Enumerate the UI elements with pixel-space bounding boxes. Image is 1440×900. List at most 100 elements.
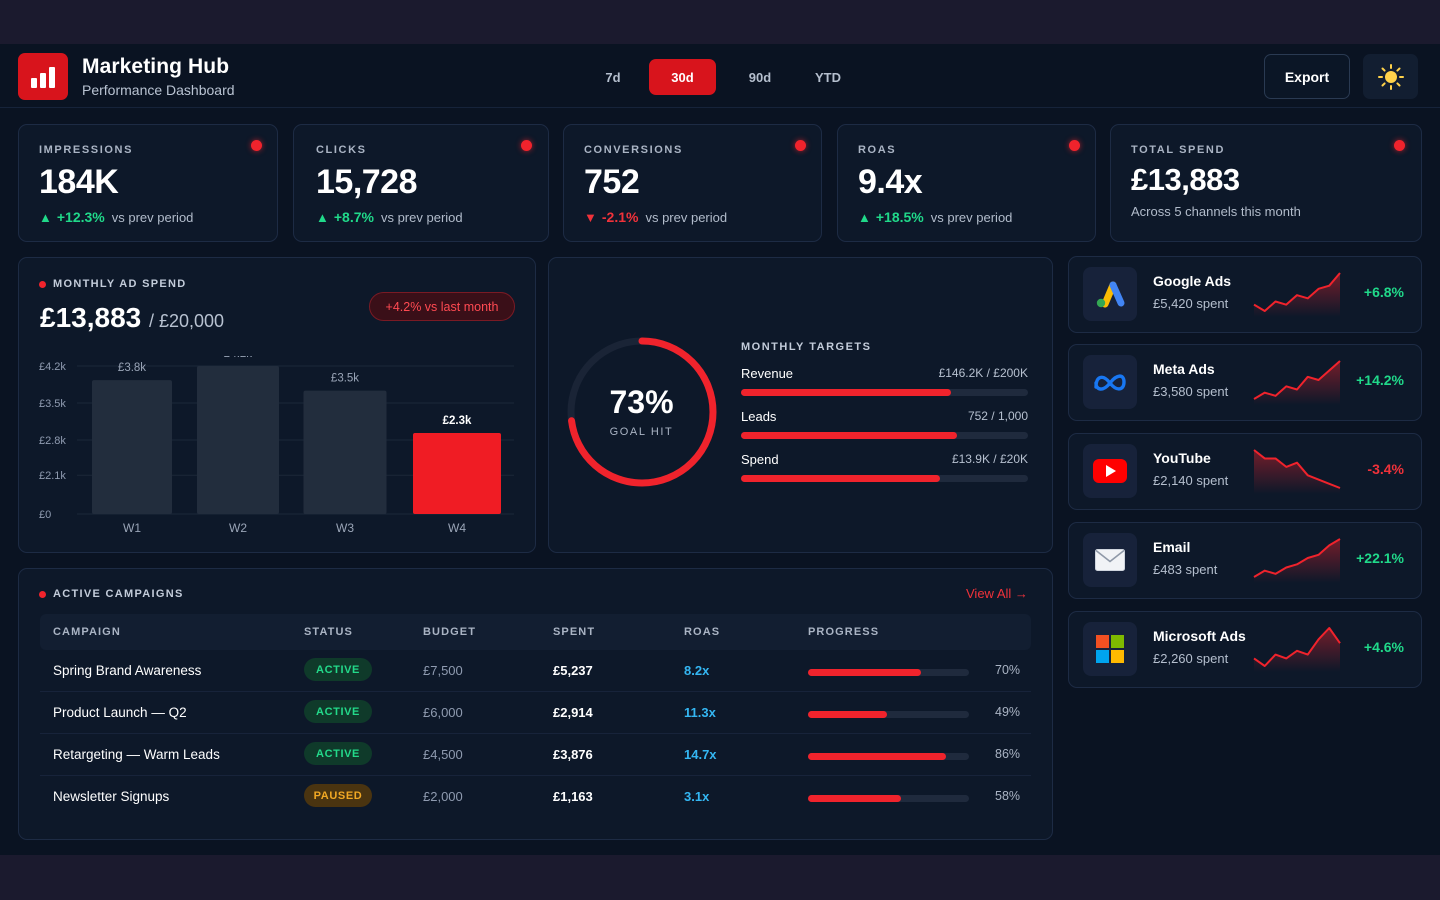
channel-card-google-ads[interactable]: Google Ads £5,420 spent +6.8% — [1068, 256, 1422, 333]
target-progress-fill — [741, 389, 951, 396]
channel-card-email[interactable]: Email £483 spent +22.1% — [1068, 522, 1422, 599]
channel-card-meta-ads[interactable]: Meta Ads £3,580 spent +14.2% — [1068, 344, 1422, 421]
table-row[interactable]: Spring Brand Awareness ACTIVE £7,500 £5,… — [40, 650, 1031, 692]
campaign-progress-fill — [808, 711, 887, 718]
channel-name: YouTube — [1153, 450, 1211, 466]
theme-toggle-button[interactable] — [1363, 54, 1418, 99]
view-all-link[interactable]: View All → — [966, 586, 1028, 601]
target-name: Revenue — [741, 366, 794, 381]
status-badge: ACTIVE — [304, 658, 372, 681]
bar-value-label: £3.5k — [331, 373, 359, 385]
campaign-budget: £2,000 — [423, 789, 463, 804]
kpi-label: CLICKS — [316, 144, 367, 156]
bar-value-label: £2.3k — [443, 415, 472, 427]
period-ytd[interactable]: YTD — [815, 69, 841, 85]
target-progress-bar — [741, 475, 1028, 482]
goal-label: GOAL HIT — [609, 426, 674, 438]
campaign-roas: 8.2x — [684, 663, 710, 678]
sparkline-area — [1254, 539, 1340, 583]
y-tick-label: £2.8k — [39, 435, 66, 447]
status-dot — [251, 140, 262, 151]
column-header[interactable]: SPENT — [553, 626, 596, 638]
target-value: 752 / 1,000 — [967, 409, 1028, 423]
mail-icon — [1083, 533, 1137, 587]
channel-delta: -3.4% — [1367, 461, 1404, 477]
export-button[interactable]: Export — [1264, 54, 1350, 99]
channel-name: Microsoft Ads — [1153, 628, 1246, 644]
campaign-progress-percent: 70% — [995, 663, 1021, 677]
channel-spent: £3,580 spent — [1153, 384, 1229, 399]
target-progress-fill — [741, 432, 957, 439]
campaign-progress-fill — [808, 669, 921, 676]
campaign-progress-bar — [808, 669, 969, 676]
sparkline-area — [1254, 361, 1340, 405]
period-7d[interactable]: 7d — [605, 69, 621, 85]
campaign-progress-fill — [808, 753, 947, 760]
period-30d[interactable]: 30d — [649, 59, 716, 95]
channel-delta: +4.6% — [1363, 639, 1404, 655]
kpi-card-conversions[interactable]: CONVERSIONS 752 ▼ -2.1% vs prev period — [563, 124, 822, 242]
status-dot — [795, 140, 806, 151]
campaign-roas: 3.1x — [684, 789, 710, 804]
target-progress-bar — [741, 389, 1028, 396]
status-badge: PAUSED — [304, 784, 372, 807]
microsoft-icon — [1083, 622, 1137, 676]
app-subtitle: Performance Dashboard — [82, 82, 235, 98]
campaign-spent: £5,237 — [553, 663, 593, 678]
table-row[interactable]: Retargeting — Warm Leads ACTIVE £4,500 £… — [40, 734, 1031, 776]
kpi-card-total-spend[interactable]: TOTAL SPEND £13,883 Across 5 channels th… — [1110, 124, 1422, 242]
channel-sparkline — [1253, 538, 1341, 583]
goal-progress-ring — [567, 337, 717, 487]
target-progress-bar — [741, 432, 1028, 439]
campaigns-card: ACTIVE CAMPAIGNS View All → CAMPAIGN STA… — [18, 568, 1053, 840]
campaign-budget: £4,500 — [423, 747, 463, 762]
arrow-up-icon: ▲ — [316, 209, 329, 225]
campaign-name: Retargeting — Warm Leads — [53, 747, 220, 762]
column-header[interactable]: STATUS — [304, 626, 353, 638]
campaign-spent: £2,914 — [553, 705, 593, 720]
status-badge: ACTIVE — [304, 700, 372, 723]
section-title: ACTIVE CAMPAIGNS — [39, 588, 184, 600]
arrow-up-icon: ▲ — [858, 209, 871, 225]
bar-w4[interactable] — [413, 432, 501, 514]
kpi-card-clicks[interactable]: CLICKS 15,728 ▲ +8.7% vs prev period — [293, 124, 549, 242]
kpi-value: 9.4x — [858, 163, 923, 201]
campaign-name: Spring Brand Awareness — [53, 663, 202, 678]
arrow-right-icon: → — [1014, 586, 1028, 601]
kpi-delta-value: -2.1% — [601, 209, 639, 225]
channel-delta: +14.2% — [1356, 372, 1404, 388]
logo — [18, 53, 68, 100]
campaign-roas: 11.3x — [684, 705, 716, 720]
bar-w2[interactable] — [197, 366, 279, 514]
column-header[interactable]: BUDGET — [423, 626, 477, 638]
period-selector: 7d 30d 90d YTD — [585, 59, 856, 95]
kpi-card-roas[interactable]: ROAS 9.4x ▲ +18.5% vs prev period — [837, 124, 1096, 242]
kpi-value: 184K — [39, 163, 119, 201]
channel-card-microsoft-ads[interactable]: Microsoft Ads £2,260 spent +4.6% — [1068, 611, 1422, 688]
period-90d[interactable]: 90d — [748, 69, 772, 85]
kpi-delta: ▼ -2.1% vs prev period — [584, 209, 727, 225]
target-value: £146.2K / £200K — [938, 366, 1028, 380]
status-dot — [1394, 140, 1405, 151]
monthly-targets-card: 73% GOAL HIT MONTHLY TARGETS Revenue £14… — [548, 257, 1053, 553]
bar-w3[interactable] — [303, 390, 387, 514]
spend-budget: / £20,000 — [149, 311, 225, 331]
spend-total: £13,883 — [40, 302, 142, 333]
column-header[interactable]: CAMPAIGN — [53, 626, 121, 638]
kpi-card-impressions[interactable]: IMPRESSIONS 184K ▲ +12.3% vs prev period — [18, 124, 278, 242]
campaign-progress-bar — [808, 711, 969, 718]
target-name: Leads — [741, 409, 777, 424]
sparkline-line — [1253, 449, 1341, 489]
kpi-compare: vs prev period — [645, 209, 728, 225]
channel-sparkline — [1253, 449, 1341, 494]
column-header[interactable]: PROGRESS — [808, 626, 880, 638]
bar-w1[interactable] — [92, 380, 172, 514]
bar-chart-icon — [31, 67, 55, 88]
status-badge: ACTIVE — [304, 742, 372, 765]
bar-value-label: £4.2k — [224, 356, 252, 360]
table-row[interactable]: Product Launch — Q2 ACTIVE £6,000 £2,914… — [40, 692, 1031, 734]
channel-card-youtube[interactable]: YouTube £2,140 spent -3.4% — [1068, 433, 1422, 510]
column-header[interactable]: ROAS — [684, 626, 721, 638]
table-row[interactable]: Newsletter Signups PAUSED £2,000 £1,163 … — [40, 776, 1031, 818]
y-tick-label: £2.1k — [39, 470, 66, 482]
